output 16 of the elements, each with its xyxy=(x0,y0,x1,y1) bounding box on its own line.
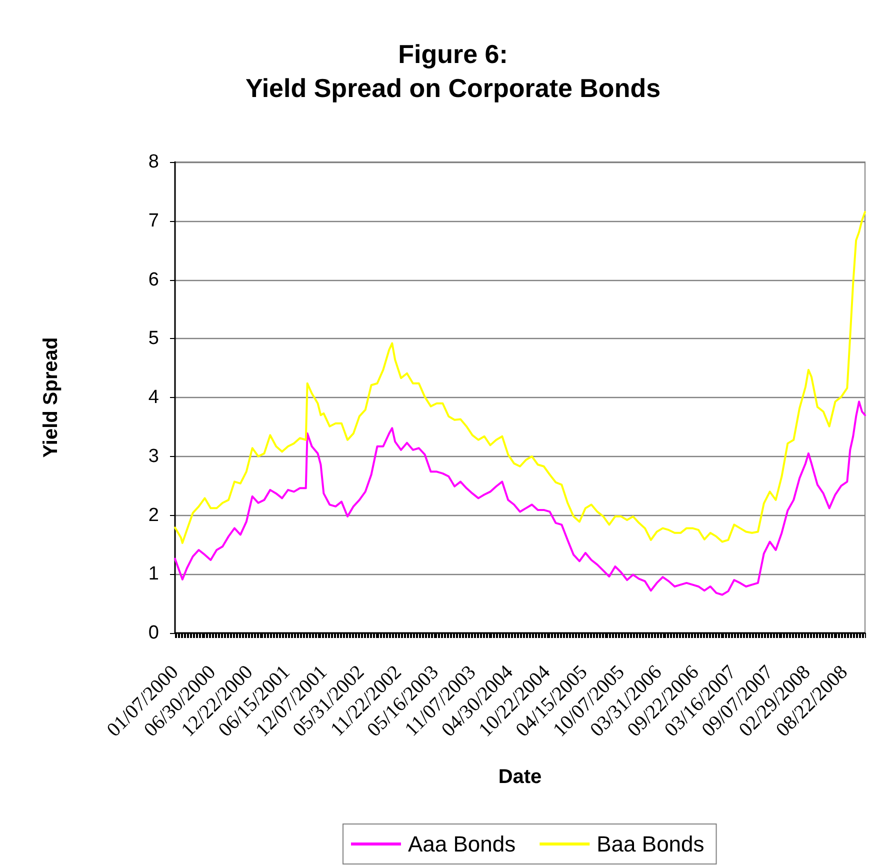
y-tick-label: 1 xyxy=(148,564,159,585)
legend-label: Aaa Bonds xyxy=(408,832,516,856)
y-tick-label: 2 xyxy=(148,504,159,526)
y-tick-label: 3 xyxy=(148,446,159,467)
x-axis-title: Date xyxy=(498,766,542,788)
y-tick-label: 4 xyxy=(148,387,160,408)
y-tick-label: 8 xyxy=(148,152,159,172)
line-series xyxy=(174,211,866,544)
y-tick-label: 6 xyxy=(148,269,159,290)
y-tick-label: 5 xyxy=(148,328,159,350)
legend-label: Baa Bonds xyxy=(596,832,704,856)
chart-title: Figure 6: Yield Spread on Corporate Bonds xyxy=(245,39,661,103)
y-tick-label: 7 xyxy=(148,210,159,232)
y-axis-title: Yield Spread xyxy=(40,337,62,458)
line-series xyxy=(174,400,866,596)
y-tick-label: 0 xyxy=(148,622,159,644)
